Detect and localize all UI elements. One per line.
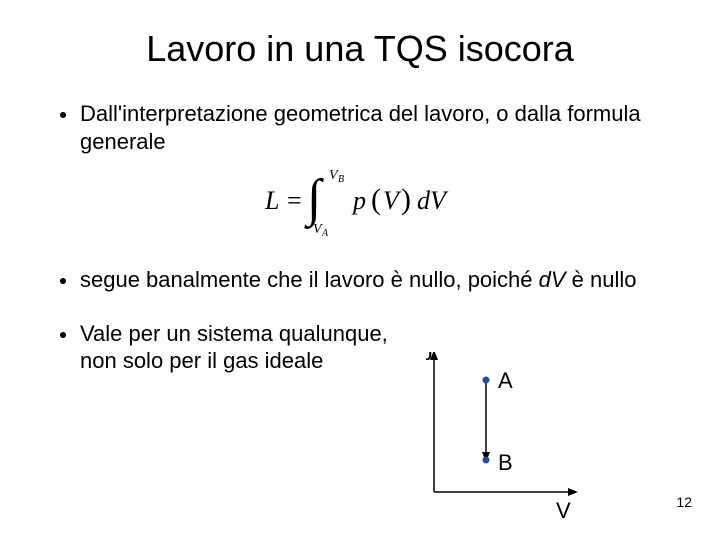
- bullet-dot: [60, 332, 66, 338]
- bullet-2-dv: dV: [539, 267, 566, 292]
- point-B-label: B: [498, 450, 513, 475]
- pv-diagram: p V A B: [426, 352, 626, 522]
- formula-lparen: (: [371, 183, 381, 216]
- point-A-label: A: [498, 368, 513, 393]
- bullet-1: Dall'interpretazione geometrica del lavo…: [60, 100, 680, 155]
- bullet-dot: [60, 278, 66, 284]
- bullet-list: Dall'interpretazione geometrica del lavo…: [0, 100, 720, 375]
- v-axis-label: V: [556, 498, 571, 522]
- formula-rparen: ): [401, 183, 411, 216]
- bullet-2: segue banalmente che il lavoro è nullo, …: [60, 266, 680, 294]
- bullet-3-text: Vale per un sistema qualunque, non solo …: [80, 320, 390, 375]
- p-axis-label: p: [426, 352, 432, 365]
- formula-V: V: [383, 186, 402, 215]
- bullet-2-pre: segue banalmente che il lavoro è nullo, …: [80, 267, 539, 292]
- v-axis-arrow: [568, 488, 578, 496]
- bullet-dot: [60, 112, 66, 118]
- int-lower-A: A: [321, 228, 329, 237]
- slide-title: Lavoro in una TQS isocora: [0, 0, 720, 100]
- formula-L: L: [265, 186, 279, 215]
- formula-block: L = ∫ V B V A p ( V ) dV: [60, 165, 680, 242]
- work-integral-formula: L = ∫ V B V A p ( V ) dV: [265, 165, 475, 237]
- point-A-marker: [483, 377, 490, 384]
- formula-eq: =: [287, 186, 302, 215]
- bullet-2-post: è nullo: [566, 267, 637, 292]
- bullet-2-text: segue banalmente che il lavoro è nullo, …: [80, 266, 680, 294]
- page-number: 12: [676, 494, 692, 510]
- bullet-3: Vale per un sistema qualunque, non solo …: [60, 320, 390, 375]
- integral-sign: ∫: [304, 170, 324, 229]
- point-B-marker: [483, 457, 490, 464]
- formula-p: p: [351, 186, 366, 215]
- formula-dV: dV: [417, 186, 449, 215]
- int-upper-B: B: [338, 174, 344, 185]
- bullet-1-text: Dall'interpretazione geometrica del lavo…: [80, 100, 680, 155]
